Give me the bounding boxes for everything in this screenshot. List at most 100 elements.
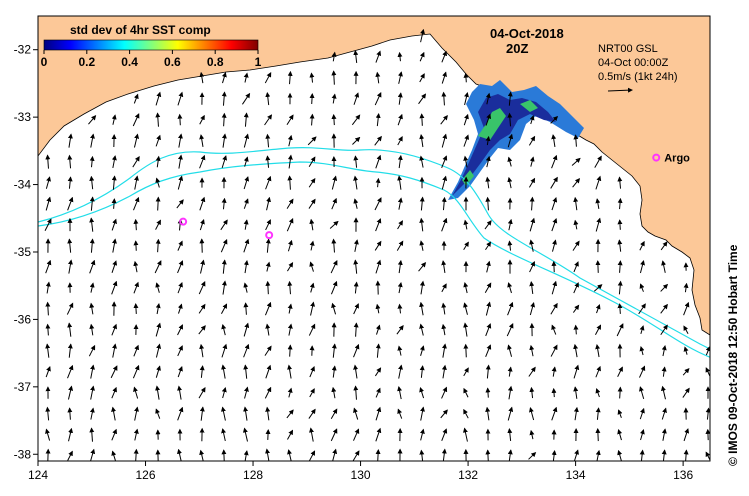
- current-vector-arrow: [353, 50, 359, 64]
- current-vector-arrow: [67, 343, 73, 358]
- current-vector-arrow: [353, 259, 359, 274]
- current-vector-arrow: [507, 218, 513, 231]
- current-vector-arrow: [419, 345, 425, 356]
- current-vector-arrow: [177, 154, 183, 169]
- current-vector-arrow: [242, 427, 248, 442]
- current-vector-arrow: [485, 176, 491, 189]
- current-vector-arrow: [310, 301, 316, 316]
- current-vector-arrow: [45, 343, 51, 358]
- current-vector-arrow: [243, 133, 250, 148]
- current-vector-arrow: [176, 199, 184, 209]
- x-tick-label: 124: [28, 468, 48, 482]
- current-vector-arrow: [441, 217, 448, 232]
- current-vector-arrow: [88, 115, 97, 125]
- current-vector-arrow: [661, 260, 667, 273]
- current-vector-arrow: [155, 282, 161, 293]
- current-vector-arrow: [507, 282, 513, 294]
- current-vector-arrow: [308, 408, 316, 419]
- current-vector-arrow: [375, 343, 381, 358]
- current-vector-arrow: [309, 366, 315, 378]
- current-vector-arrow: [287, 323, 293, 336]
- current-vector-arrow: [199, 343, 205, 358]
- date-label: 04-Oct-2018: [490, 26, 564, 41]
- current-vector-arrow: [397, 92, 403, 105]
- current-vector-arrow: [286, 198, 294, 209]
- current-vector-arrow: [573, 343, 579, 358]
- current-vector-arrow: [528, 452, 537, 460]
- current-vector-arrow: [90, 448, 96, 461]
- current-vector-arrow: [331, 197, 337, 210]
- current-vector-arrow: [155, 238, 161, 253]
- plot-frame: [37, 15, 711, 462]
- current-vector-arrow: [68, 427, 73, 442]
- current-vector-arrow: [463, 367, 469, 377]
- current-vector-arrow: [309, 113, 315, 126]
- colorbar-tick-label: 0.6: [164, 55, 181, 69]
- current-vector-arrow: [286, 409, 294, 419]
- current-vector-arrow: [67, 176, 73, 189]
- current-vector-arrow: [221, 364, 227, 379]
- current-vector-arrow: [551, 366, 557, 377]
- current-vector-arrow: [485, 301, 492, 316]
- current-vector-arrow: [287, 134, 293, 147]
- current-vector-arrow: [484, 220, 492, 230]
- current-vector-arrow: [485, 196, 491, 211]
- x-tick-label: 132: [458, 468, 478, 482]
- current-vector-arrow: [331, 365, 337, 378]
- current-vector-arrow: [660, 241, 668, 251]
- current-vector-arrow: [287, 344, 293, 357]
- current-vector-arrow: [265, 261, 271, 272]
- current-vector-arrow: [155, 177, 161, 188]
- current-vector-arrow: [155, 343, 162, 358]
- current-vector-arrow: [353, 343, 360, 358]
- current-vector-arrow: [529, 217, 536, 232]
- ssh-contours: [38, 147, 710, 358]
- current-vector-arrow: [485, 155, 491, 168]
- current-vector-arrow: [286, 262, 294, 272]
- current-vector-arrow: [221, 280, 227, 295]
- current-vector-arrow: [571, 157, 581, 166]
- current-vector-arrow: [463, 387, 469, 398]
- current-vector-arrow: [353, 303, 359, 315]
- current-vector-arrow: [286, 114, 294, 126]
- current-vector-arrow: [134, 406, 139, 421]
- y-tick-label: -32: [14, 43, 32, 57]
- current-vector-arrow: [67, 238, 73, 253]
- current-vector-arrow: [440, 409, 448, 419]
- current-vector-arrow: [155, 196, 161, 211]
- current-vector-arrow: [418, 262, 427, 272]
- current-vector-arrow: [45, 259, 52, 274]
- current-vector-arrow: [397, 197, 403, 210]
- current-vector-arrow: [244, 386, 249, 399]
- current-vector-arrow: [265, 238, 271, 253]
- current-vector-arrow: [200, 259, 206, 274]
- current-vector-arrow: [67, 322, 73, 337]
- current-vector-arrow: [617, 260, 623, 273]
- current-vector-arrow: [133, 240, 139, 251]
- current-vector-arrow: [420, 28, 425, 43]
- current-vector-arrow: [89, 259, 96, 274]
- current-vector-arrow: [440, 114, 448, 125]
- current-vector-arrow: [705, 451, 710, 460]
- current-vector-arrow: [683, 449, 689, 461]
- current-vector-arrow: [287, 70, 293, 85]
- current-vector-arrow: [45, 301, 51, 316]
- current-vector-arrow: [353, 385, 359, 400]
- current-vector-arrow: [133, 260, 139, 273]
- current-vector-arrow: [309, 261, 315, 272]
- current-vector-arrow: [660, 324, 668, 336]
- current-vector-arrow: [265, 364, 272, 379]
- current-vector-arrow: [243, 406, 249, 421]
- current-vector-arrow: [67, 364, 74, 379]
- current-vector-arrow: [551, 387, 557, 398]
- current-vector-arrow: [133, 196, 140, 211]
- colorbar-tick-label: 1: [255, 55, 262, 69]
- current-vector-arrow: [45, 176, 51, 189]
- current-vector-arrow: [352, 136, 361, 145]
- current-vector-arrow: [66, 302, 74, 315]
- current-vector-arrow: [265, 448, 270, 461]
- current-vector-arrow: [332, 448, 338, 461]
- current-vector-arrow: [419, 386, 425, 399]
- current-vector-arrow: [89, 196, 95, 211]
